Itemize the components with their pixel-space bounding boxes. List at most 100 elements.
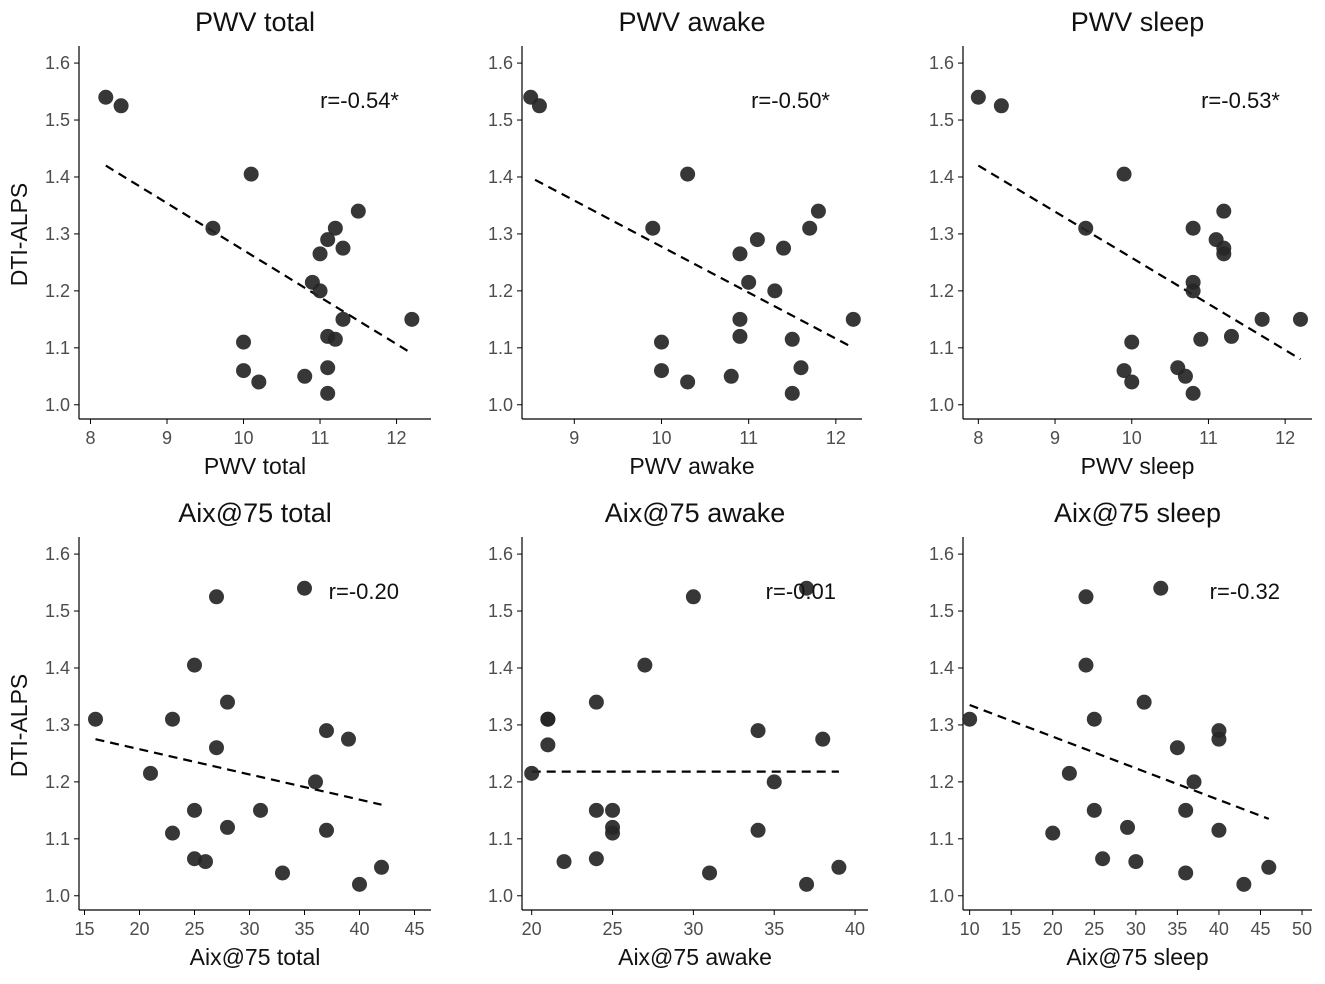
data-point — [1061, 765, 1077, 781]
data-point — [1193, 331, 1209, 347]
regression-line — [105, 164, 413, 355]
data-point — [143, 765, 158, 781]
data-point — [970, 89, 986, 105]
y-tick-label: 1.5 — [45, 110, 70, 130]
correlation-label: r=-0.54* — [320, 88, 399, 113]
x-tick-label: 11 — [739, 428, 758, 448]
y-tick-label: 1.1 — [45, 829, 70, 849]
x-tick-label: 25 — [1084, 919, 1104, 939]
data-point — [236, 334, 252, 350]
y-tick-label: 1.5 — [45, 601, 70, 621]
x-tick-label: 35 — [764, 919, 784, 939]
chart-panel-6: Aix@75 sleep Aix@75 sleep 10 15 20 25 30 35 40 45… — [929, 498, 1312, 970]
data-point — [1078, 220, 1094, 236]
chart-panel-1: PWV total PWV total DTI-ALPS 8 9 10 11 12 1.0 1.1… — [6, 7, 431, 479]
data-point — [341, 731, 356, 747]
x-tick-label: 11 — [311, 428, 330, 448]
x-axis-label: PWV awake — [629, 453, 754, 479]
x-tick-label: 12 — [387, 428, 407, 448]
x-axis-label: Aix@75 awake — [618, 944, 772, 970]
data-point — [1078, 589, 1094, 605]
y-tick-label: 1.3 — [488, 224, 513, 244]
y-tick-label: 1.1 — [488, 829, 513, 849]
data-point — [1169, 740, 1185, 756]
data-point — [209, 589, 224, 605]
x-tick-label: 40 — [845, 919, 865, 939]
x-tick-label: 20 — [1043, 919, 1063, 939]
x-tick-label: 35 — [1167, 919, 1187, 939]
data-point — [1136, 694, 1152, 710]
y-tick-label: 1.4 — [488, 167, 513, 187]
data-point — [1095, 851, 1111, 867]
y-axis-label: DTI-ALPS — [6, 674, 32, 778]
y-tick-label: 1.1 — [45, 338, 70, 358]
data-point — [220, 819, 235, 835]
correlation-label: r=-0.50* — [751, 88, 830, 113]
data-point — [588, 851, 604, 867]
data-point — [335, 311, 351, 327]
x-tick-label: 10 — [651, 428, 671, 448]
data-point — [645, 220, 661, 236]
data-point — [404, 311, 420, 327]
data-point — [1178, 802, 1194, 818]
data-point — [1185, 220, 1201, 236]
chart-title: PWV sleep — [1071, 7, 1205, 37]
y-tick-label: 1.6 — [45, 544, 70, 564]
y-tick-label: 1.2 — [929, 281, 954, 301]
data-point — [845, 311, 861, 327]
data-point — [993, 98, 1009, 114]
regression-line — [977, 164, 1302, 361]
x-tick-label: 12 — [826, 428, 846, 448]
data-point — [275, 865, 290, 881]
x-tick-label: 45 — [1250, 919, 1270, 939]
data-point — [327, 220, 343, 236]
data-point — [732, 328, 748, 344]
data-point — [312, 283, 328, 299]
y-tick-label: 1.3 — [929, 715, 954, 735]
chart-panel-2: PWV awake PWV awake 9 10 11 12 1.0 1.1 1.2 1.3 1.4… — [488, 7, 862, 479]
data-point — [1086, 711, 1102, 727]
data-point — [653, 334, 669, 350]
data-point — [732, 246, 748, 262]
x-axis-label: PWV total — [204, 453, 306, 479]
data-point — [799, 580, 815, 596]
x-tick-label: 15 — [74, 919, 94, 939]
x-tick-label: 30 — [683, 919, 703, 939]
data-point — [680, 166, 696, 182]
x-tick-label: 9 — [569, 428, 579, 448]
data-point — [350, 203, 366, 219]
data-point — [1236, 876, 1252, 892]
data-point — [320, 385, 336, 401]
y-tick-label: 1.5 — [488, 110, 513, 130]
data-point — [1045, 825, 1061, 841]
data-point — [209, 740, 224, 756]
data-point — [1186, 774, 1202, 790]
x-tick-label: 12 — [1275, 428, 1295, 448]
chart-panel-5: Aix@75 awake Aix@75 awake 20 25 30 35 40 1.0 1.1… — [488, 498, 868, 970]
data-point — [1216, 246, 1232, 262]
y-tick-label: 1.6 — [929, 544, 954, 564]
data-point — [1254, 311, 1270, 327]
regression-line — [534, 178, 854, 349]
data-point — [962, 711, 978, 727]
x-tick-label: 8 — [973, 428, 983, 448]
data-point — [236, 363, 252, 379]
x-tick-label: 20 — [129, 919, 149, 939]
chart-title: Aix@75 awake — [605, 498, 786, 528]
data-point — [524, 765, 540, 781]
x-tick-label: 40 — [1209, 919, 1229, 939]
x-tick-label: 11 — [1199, 428, 1218, 448]
y-tick-label: 1.6 — [929, 53, 954, 73]
chart-title: Aix@75 sleep — [1054, 498, 1221, 528]
data-point — [588, 694, 604, 710]
correlation-label: r=-0.01 — [766, 579, 836, 604]
data-point — [766, 774, 782, 790]
data-point — [1185, 283, 1201, 299]
data-point — [810, 203, 826, 219]
data-point — [88, 711, 103, 727]
data-point — [187, 657, 202, 673]
x-tick-label: 30 — [239, 919, 259, 939]
correlation-label: r=-0.53* — [1201, 88, 1280, 113]
y-tick-label: 1.2 — [488, 281, 513, 301]
